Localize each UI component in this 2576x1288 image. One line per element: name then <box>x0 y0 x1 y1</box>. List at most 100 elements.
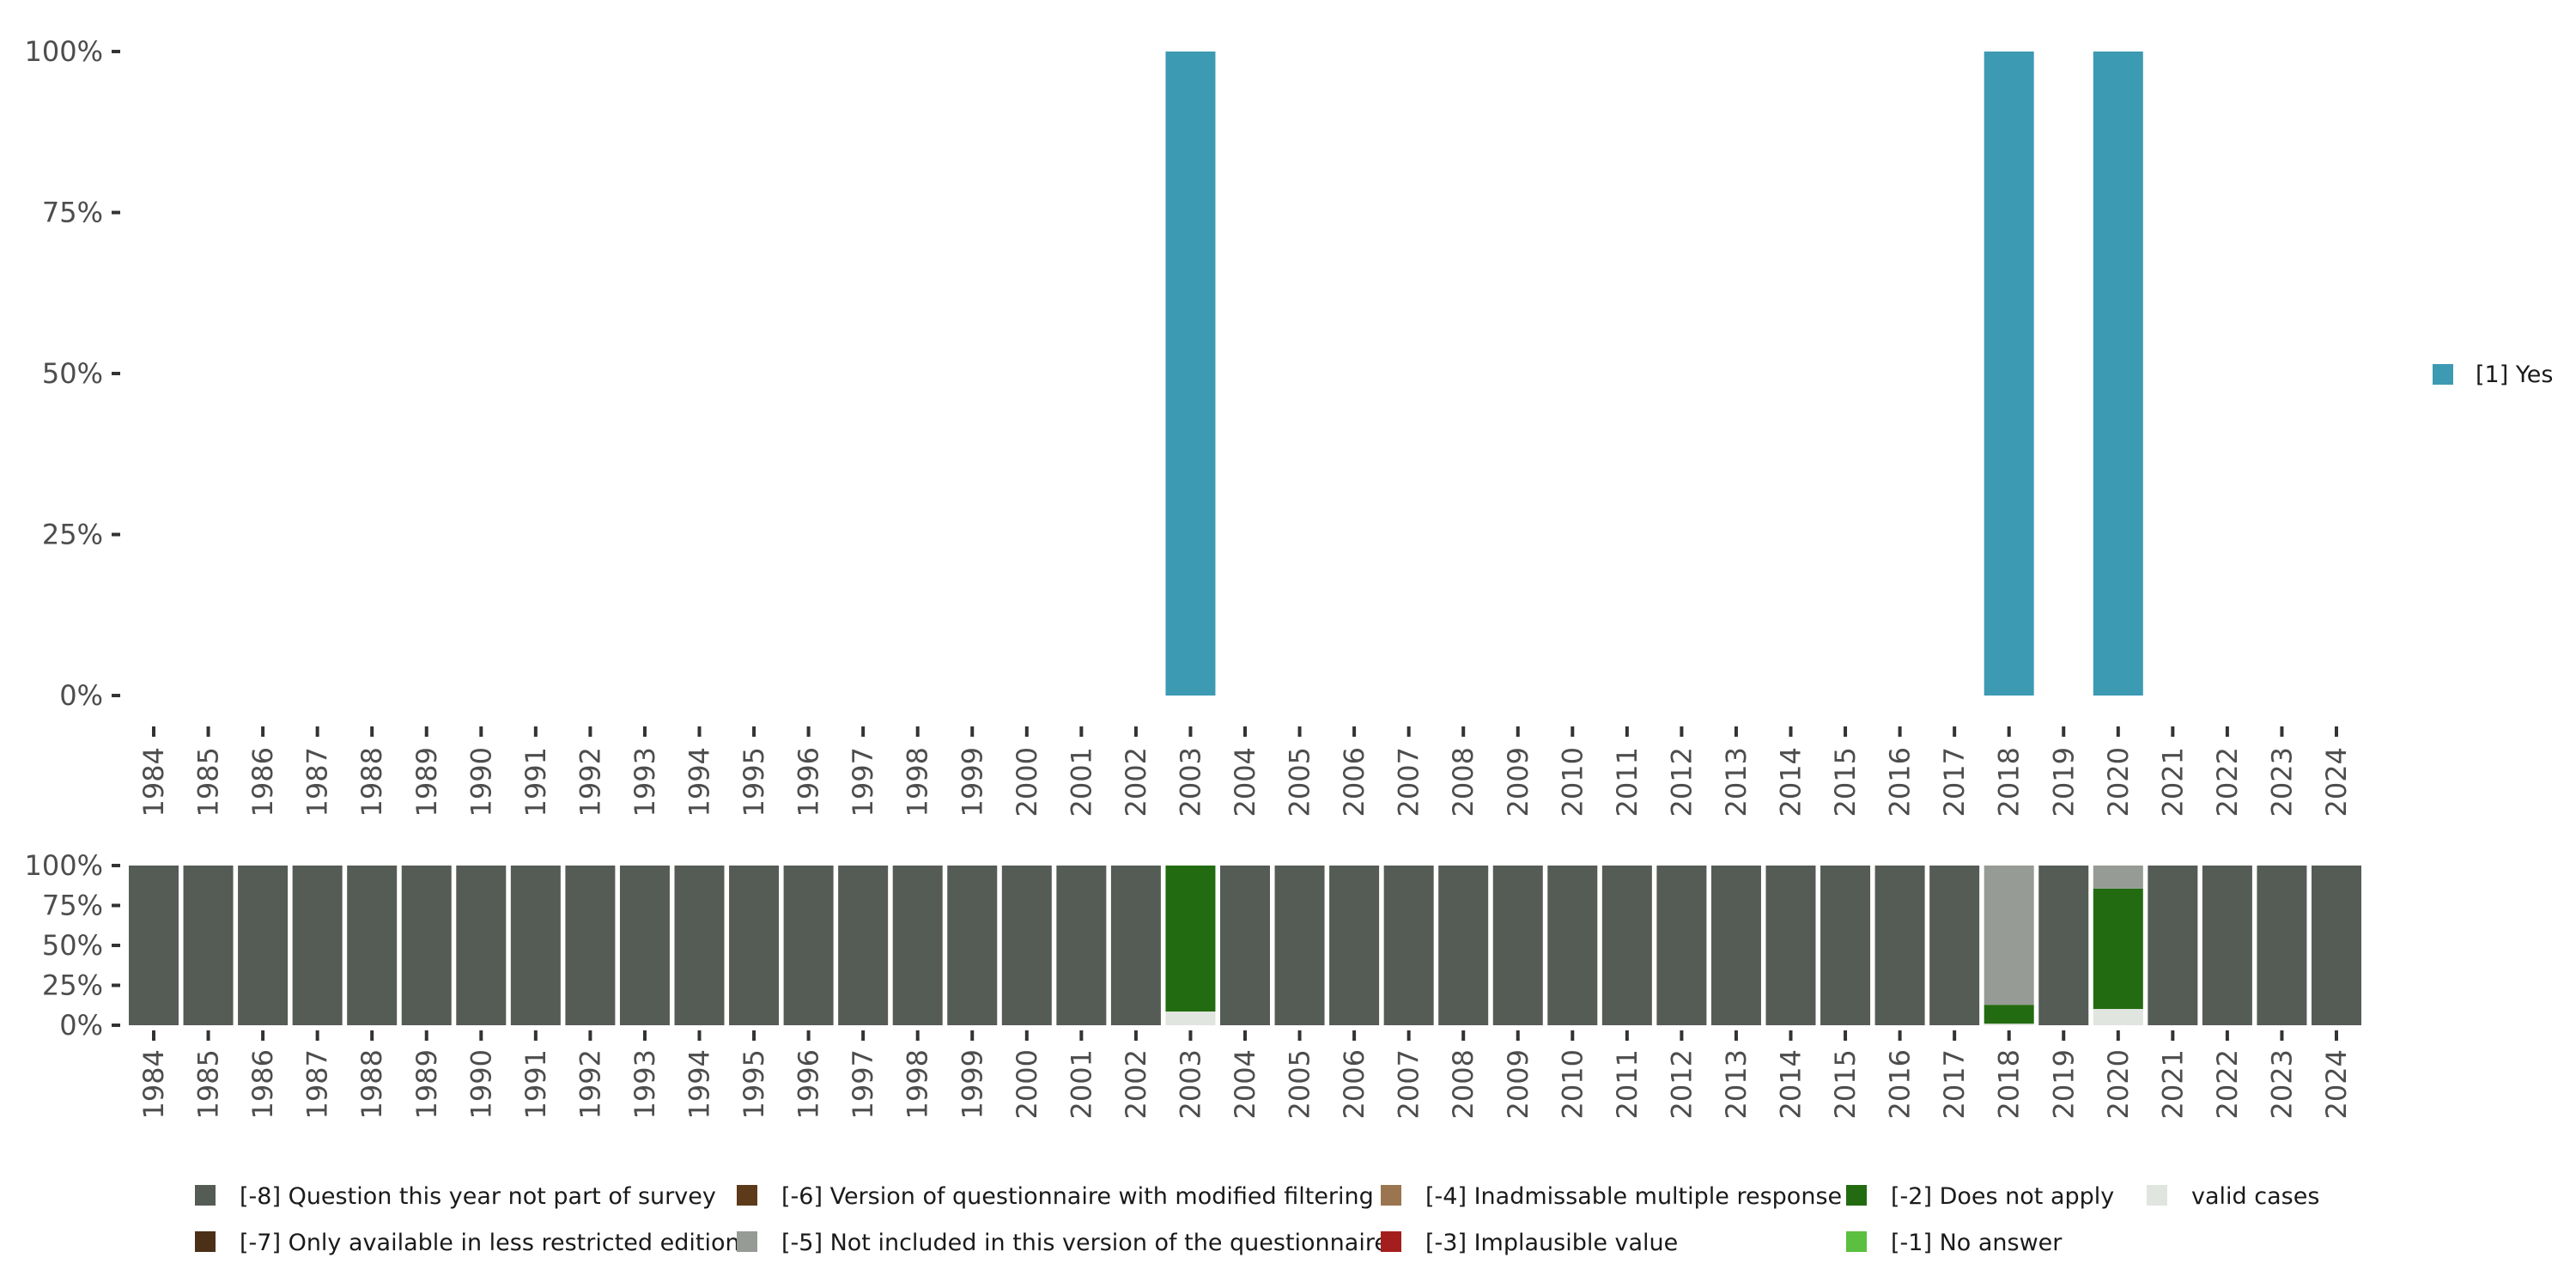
bar-segment-1991 <box>510 866 561 1025</box>
x-tick-label: 2001 <box>1065 1049 1097 1119</box>
x-tick-label: 2011 <box>1611 747 1643 817</box>
legend-label: [-1] No answer <box>1891 1230 2063 1256</box>
x-tick-label: 1999 <box>956 1049 988 1119</box>
y-tick-label: 50% <box>42 357 103 390</box>
x-tick-label: 2018 <box>1993 1049 2026 1119</box>
legend-label: valid cases <box>2191 1183 2319 1210</box>
x-tick-label: 2007 <box>1393 747 1425 817</box>
bar-segment-2001 <box>1056 866 1107 1025</box>
x-tick-label: 1998 <box>902 747 934 817</box>
y-tick-label: 75% <box>42 890 103 922</box>
x-tick-label: 1997 <box>847 747 879 817</box>
x-tick-label: 2017 <box>1938 747 1971 817</box>
y-tick-label: 100% <box>25 849 103 882</box>
x-tick-label: 2017 <box>1938 1049 1971 1119</box>
x-tick-label: 2004 <box>1229 747 1261 817</box>
x-tick-label: 2004 <box>1229 1049 1261 1119</box>
bar-segment-1988 <box>347 866 398 1025</box>
x-tick-label: 2011 <box>1611 1049 1643 1119</box>
x-tick-label: 2023 <box>2265 747 2298 817</box>
legend-label: [-8] Question this year not part of surv… <box>240 1183 716 1210</box>
x-tick-label: 1996 <box>793 747 825 817</box>
x-tick-label: 2024 <box>2320 747 2353 817</box>
legend-swatch <box>195 1185 216 1206</box>
x-tick-label: 2006 <box>1338 747 1370 817</box>
x-tick-label: 1999 <box>956 747 988 817</box>
bar-segment-2010 <box>1547 866 1598 1025</box>
y-tick-label: 0% <box>59 1009 103 1042</box>
x-tick-label: 1986 <box>246 747 279 817</box>
bar-segment-2023 <box>2257 866 2307 1025</box>
x-tick-label: 2012 <box>1665 1049 1698 1119</box>
x-tick-label: 2008 <box>1447 747 1479 817</box>
bar-segment-2018 <box>1984 1005 2034 1024</box>
bar-segment-2008 <box>1438 866 1489 1025</box>
x-tick-label: 2016 <box>1884 747 1917 817</box>
x-tick-label: 1991 <box>519 1049 552 1119</box>
bar-segment-2021 <box>2148 866 2198 1025</box>
bar-segment-2020 <box>2093 888 2143 1010</box>
x-tick-label: 2010 <box>1556 1049 1589 1119</box>
bar-segment-2014 <box>1765 866 1816 1025</box>
x-tick-label: 1997 <box>847 1049 879 1119</box>
bar-segment-1986 <box>238 866 289 1025</box>
x-tick-label: 2000 <box>1011 1049 1043 1119</box>
x-tick-label: 2024 <box>2320 1049 2353 1119</box>
bar-segment-2016 <box>1874 866 1925 1025</box>
y-tick-label: 25% <box>42 969 103 1002</box>
x-tick-label: 2013 <box>1720 747 1753 817</box>
x-tick-label: 1985 <box>192 1049 225 1119</box>
x-tick-label: 2021 <box>2156 1049 2189 1119</box>
top-chart: 0% 25% 50% 75% 100% 1984 1985 1986 1987 1988 1989 1… <box>25 35 2554 817</box>
x-tick-label: 2016 <box>1884 1049 1917 1119</box>
x-tick-label: 1987 <box>301 1049 334 1119</box>
x-tick-label: 2013 <box>1720 1049 1753 1119</box>
bottom-chart: 0% 25% 50% 75% 100% 1984 1985 1986 1987 1988 1989 1… <box>25 849 2361 1119</box>
bar-segment-1994 <box>674 866 725 1025</box>
x-tick-label: 1998 <box>902 1049 934 1119</box>
legend-swatch <box>737 1185 757 1206</box>
legend-label-yes: [1] Yes <box>2476 361 2553 388</box>
bar-segment-1990 <box>456 866 507 1025</box>
x-tick-label: 2018 <box>1993 747 2026 817</box>
bar-segment-2020 <box>2093 866 2143 889</box>
bar-segment-1999 <box>947 866 998 1025</box>
x-tick-label: 2019 <box>2047 1049 2080 1119</box>
x-tick-label: 1992 <box>574 747 606 817</box>
x-tick-label: 1990 <box>465 747 497 817</box>
x-tick-label: 1988 <box>355 1049 388 1119</box>
legend-swatch <box>737 1231 757 1252</box>
bar-segment-2018 <box>1984 1024 2034 1025</box>
x-tick-label: 1990 <box>465 1049 497 1119</box>
x-tick-label: 2008 <box>1447 1049 1479 1119</box>
bar-segment-2005 <box>1274 866 1325 1025</box>
x-tick-label: 1988 <box>355 747 388 817</box>
legend-swatch <box>1846 1231 1867 1252</box>
x-tick-label: 2014 <box>1775 1049 1807 1119</box>
bar-segment-2000 <box>1001 866 1052 1025</box>
bar-segment-2015 <box>1820 866 1871 1025</box>
legend-swatch <box>1381 1231 1401 1252</box>
x-tick-label: 1989 <box>410 1049 443 1119</box>
x-tick-label: 2009 <box>1502 1049 1534 1119</box>
legend-label: [-6] Version of questionnaire with modif… <box>781 1183 1374 1210</box>
x-tick-label: 2003 <box>1174 747 1206 817</box>
x-tick-label: 2007 <box>1393 1049 1425 1119</box>
bar-segment-1998 <box>892 866 943 1025</box>
x-tick-label: 1994 <box>683 747 716 817</box>
y-tick-label: 100% <box>25 35 103 68</box>
x-tick-label: 1984 <box>137 1049 170 1119</box>
legend-label: [-3] Implausible value <box>1425 1230 1678 1256</box>
x-tick-label: 1996 <box>793 1049 825 1119</box>
x-tick-label: 2015 <box>1829 1049 1862 1119</box>
x-tick-label: 1986 <box>246 1049 279 1119</box>
bar-segment-1984 <box>129 866 179 1025</box>
bar-2018 <box>1984 52 2034 696</box>
x-tick-label: 2022 <box>2211 1049 2244 1119</box>
legend-swatch <box>2147 1185 2167 1206</box>
x-tick-label: 1994 <box>683 1049 716 1119</box>
bar-segment-2003 <box>1165 1012 1216 1025</box>
bar-segment-2024 <box>2312 866 2361 1025</box>
bar-segment-1989 <box>401 866 452 1025</box>
bar-segment-2020 <box>2093 1009 2143 1025</box>
